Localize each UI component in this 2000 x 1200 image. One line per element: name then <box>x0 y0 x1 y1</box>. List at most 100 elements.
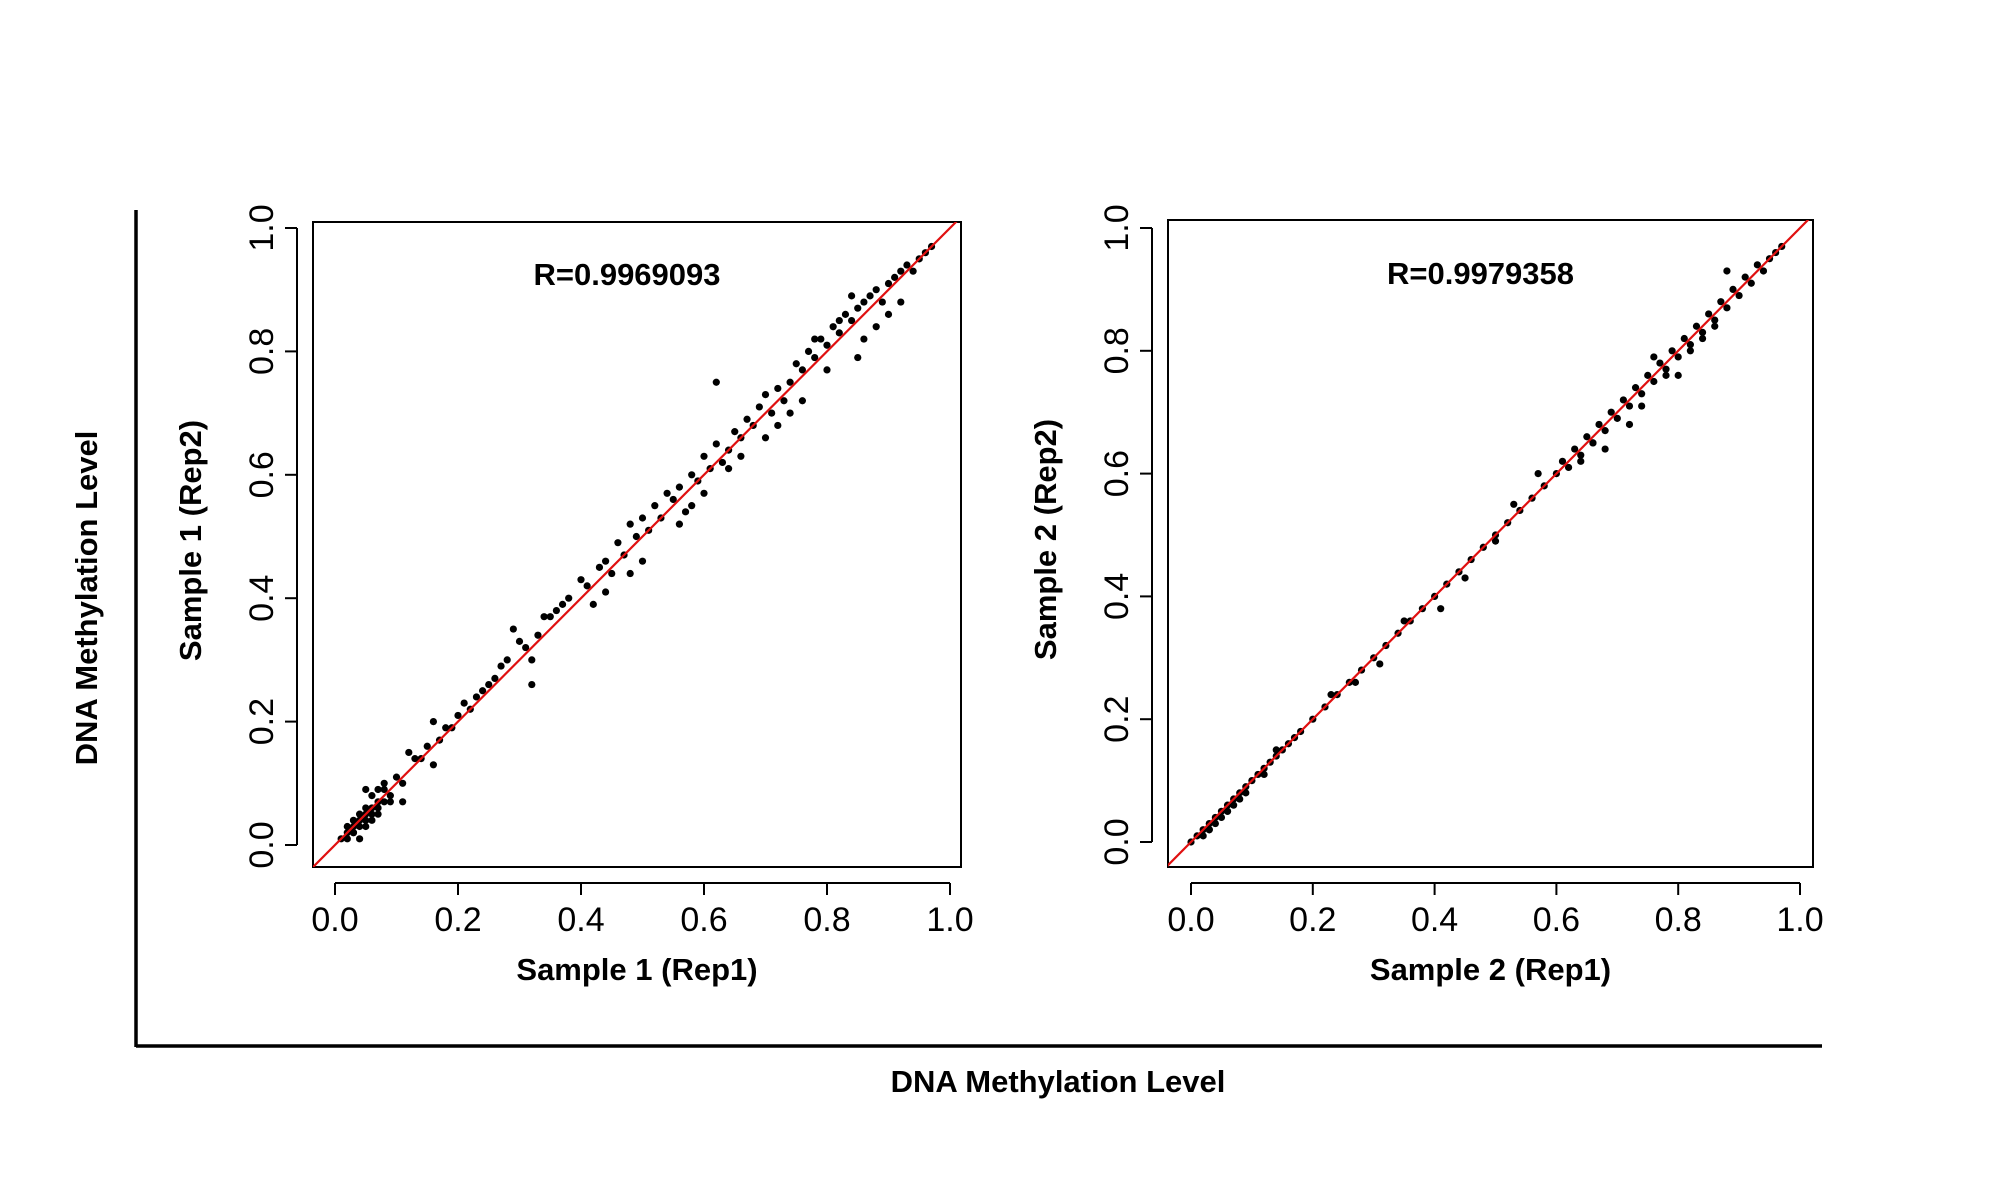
data-point <box>823 341 831 349</box>
data-point <box>1217 813 1226 822</box>
data-point <box>1723 267 1731 275</box>
plot-frame <box>312 221 962 868</box>
data-point <box>1595 420 1603 429</box>
data-point <box>663 489 671 497</box>
data-point <box>804 347 813 355</box>
data-point <box>565 594 573 602</box>
data-point <box>872 286 880 294</box>
y-tick-label: 0.4 <box>1098 573 1136 620</box>
data-point <box>860 298 868 306</box>
data-point <box>423 742 431 750</box>
data-point <box>718 458 727 467</box>
data-point <box>589 600 597 608</box>
data-point <box>1564 463 1573 472</box>
data-point <box>602 557 610 565</box>
x-tick-label: 0.6 <box>680 901 727 939</box>
data-point <box>841 310 850 318</box>
data-point <box>485 680 493 689</box>
data-point <box>1723 304 1731 312</box>
data-point <box>792 360 800 368</box>
data-point <box>823 366 831 374</box>
data-point <box>479 687 487 695</box>
data-point <box>1619 396 1627 404</box>
data-point <box>878 298 886 306</box>
data-point <box>817 335 825 343</box>
data-point <box>866 292 874 300</box>
correlation-annotation: R=0.9969093 <box>533 257 720 292</box>
y-tick-label: 0.4 <box>243 575 281 622</box>
data-point <box>848 292 856 300</box>
data-point <box>835 329 843 337</box>
data-point <box>1698 334 1707 343</box>
data-point <box>909 267 917 275</box>
data-point <box>392 773 401 781</box>
data-point <box>761 390 770 399</box>
data-point <box>1759 267 1768 275</box>
data-point <box>1638 402 1646 410</box>
data-point <box>1686 347 1694 355</box>
data-point <box>368 810 376 818</box>
data-point <box>761 434 770 442</box>
data-point <box>854 353 862 362</box>
x-tick-label: 0.8 <box>1655 901 1702 939</box>
data-point <box>386 792 394 800</box>
data-point <box>1601 445 1609 453</box>
data-point <box>798 366 807 374</box>
data-point <box>1236 795 1244 803</box>
data-point <box>1242 789 1250 797</box>
data-point <box>374 804 382 812</box>
data-point <box>614 539 622 547</box>
data-point <box>786 409 794 417</box>
identity-reference-line <box>1168 220 1810 867</box>
data-point <box>602 588 610 596</box>
data-point <box>1735 291 1743 300</box>
data-point <box>374 785 382 794</box>
data-point <box>356 822 364 831</box>
data-point <box>626 569 634 578</box>
data-point <box>380 798 388 806</box>
data-point <box>1491 537 1500 545</box>
data-point <box>540 613 548 621</box>
data-point <box>472 693 481 701</box>
x-tick-label: 0.0 <box>1167 901 1214 939</box>
data-point <box>343 822 351 831</box>
identity-reference-line <box>313 222 958 867</box>
data-point <box>669 495 677 504</box>
y-tick-label: 0.0 <box>243 821 281 868</box>
data-point <box>1260 770 1268 779</box>
data-point <box>399 779 407 787</box>
correlation-annotation: R=0.9979358 <box>1387 256 1574 291</box>
data-point <box>891 273 899 281</box>
data-point <box>688 471 696 479</box>
data-point <box>798 397 807 405</box>
data-point <box>1650 377 1658 386</box>
data-point <box>731 428 739 436</box>
data-point <box>1534 470 1542 478</box>
data-point <box>1644 371 1652 379</box>
data-point <box>386 798 394 806</box>
y-tick-label: 1.0 <box>243 204 281 251</box>
data-point <box>362 785 370 794</box>
data-point <box>1668 347 1676 355</box>
data-point <box>1625 420 1634 429</box>
data-point <box>1741 273 1749 281</box>
data-point <box>1601 427 1609 435</box>
data-point <box>675 520 684 528</box>
data-point <box>1510 500 1518 508</box>
data-point <box>1638 390 1646 398</box>
data-point <box>380 785 388 794</box>
data-point <box>897 298 905 306</box>
data-point <box>546 613 554 621</box>
data-point <box>522 643 530 652</box>
x-axis-title: Sample 2 (Rep1) <box>1370 952 1611 987</box>
y-tick-label: 0.2 <box>243 698 281 745</box>
data-point <box>534 631 542 639</box>
data-point <box>854 304 862 312</box>
data-point <box>743 415 751 423</box>
data-point <box>1376 660 1384 668</box>
data-point <box>1625 402 1634 410</box>
data-point <box>1327 691 1335 699</box>
data-point <box>356 835 364 843</box>
data-point <box>1199 832 1207 840</box>
